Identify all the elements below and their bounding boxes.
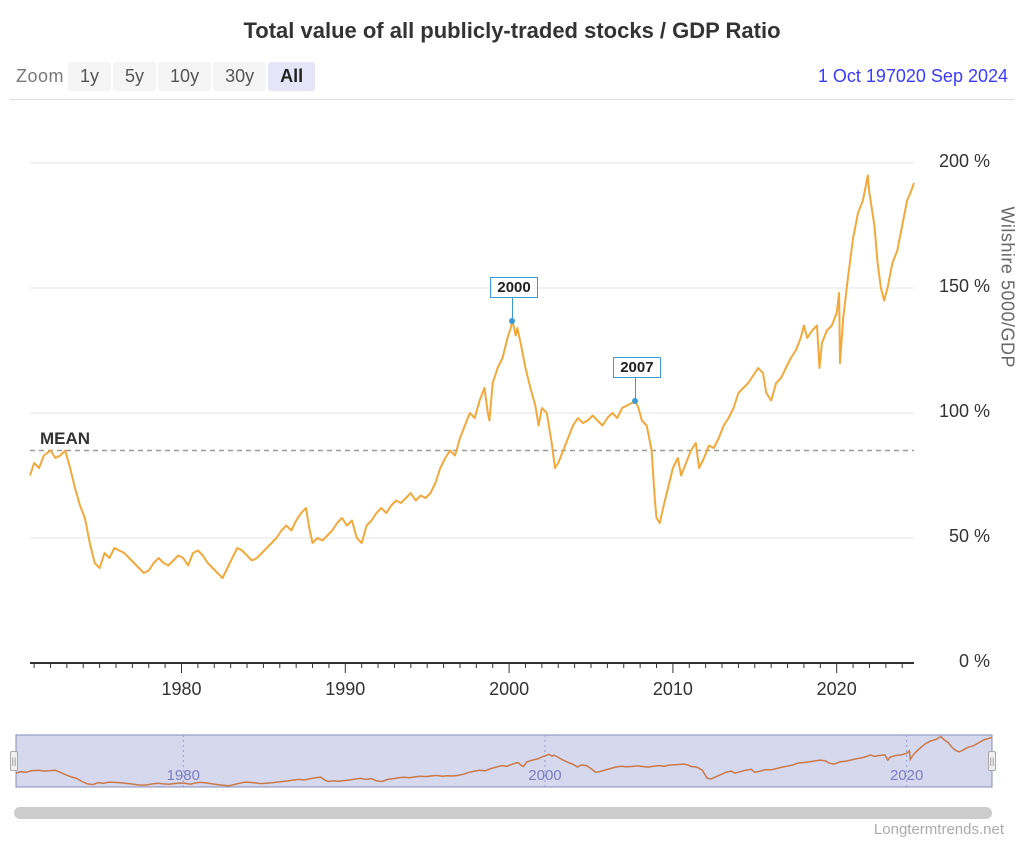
y-tick: 150 % — [920, 276, 990, 297]
x-tick: 2010 — [653, 679, 693, 700]
callout-stem — [635, 377, 636, 399]
zoom-1y-button[interactable]: 1y — [68, 62, 111, 91]
zoom-all-button[interactable]: All — [268, 62, 315, 91]
page-title: Total value of all publicly-traded stock… — [10, 0, 1014, 62]
callout-dot — [632, 398, 638, 404]
mean-label: MEAN — [36, 429, 94, 449]
attribution: Longtermtrends.net — [10, 821, 1014, 838]
nav-handle-left[interactable]: || — [10, 751, 18, 771]
zoom-label: Zoom — [16, 66, 64, 87]
callout-stem — [512, 297, 513, 319]
chart-toolbar: Zoom 1y 5y 10y 30y All 1 Oct 197020 Sep … — [10, 62, 1014, 100]
main-chart[interactable]: Wilshire 5000/GDP 0 %50 %100 %150 %200 %… — [10, 108, 1014, 723]
y-tick: 50 % — [920, 526, 990, 547]
range-end: 20 Sep 2024 — [906, 66, 1008, 86]
y-tick: 200 % — [920, 151, 990, 172]
nav-x-tick: 1980 — [167, 767, 200, 784]
callout-dot — [509, 318, 515, 324]
chart-callout: 2000 — [490, 277, 537, 298]
range-navigator[interactable]: || || 1980 2000 2020 — [10, 731, 1014, 801]
y-tick: 100 % — [920, 401, 990, 422]
zoom-5y-button[interactable]: 5y — [113, 62, 156, 91]
zoom-controls: Zoom 1y 5y 10y 30y All — [16, 62, 315, 91]
x-tick: 1990 — [325, 679, 365, 700]
range-start: 1 Oct 1970 — [818, 66, 906, 86]
zoom-30y-button[interactable]: 30y — [213, 62, 266, 91]
nav-handle-right[interactable]: || — [988, 751, 996, 771]
nav-x-tick: 2000 — [528, 767, 561, 784]
chart-callout: 2007 — [613, 357, 660, 378]
x-tick: 2000 — [489, 679, 529, 700]
navigator-svg — [10, 731, 1014, 791]
zoom-10y-button[interactable]: 10y — [158, 62, 211, 91]
x-tick: 1980 — [161, 679, 201, 700]
y-tick: 0 % — [920, 651, 990, 672]
x-tick: 2020 — [817, 679, 857, 700]
y-axis-label: Wilshire 5000/GDP — [997, 206, 1018, 368]
nav-x-tick: 2020 — [890, 767, 923, 784]
chart-svg — [10, 108, 1014, 723]
date-range-display[interactable]: 1 Oct 197020 Sep 2024 — [818, 66, 1008, 87]
navigator-scrollbar[interactable] — [14, 807, 992, 819]
